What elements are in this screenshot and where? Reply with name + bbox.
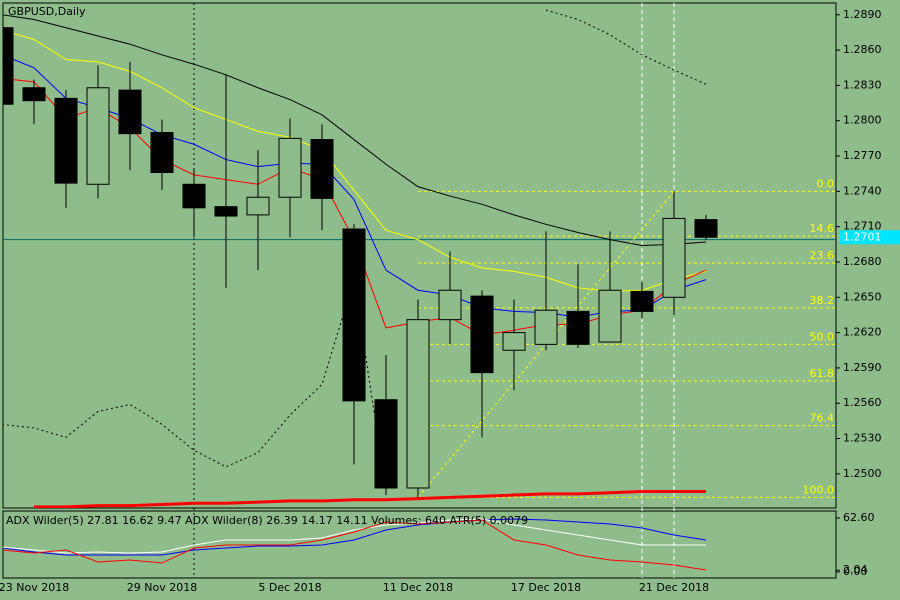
indicator-line (3, 14, 707, 246)
y-tick-label: 1.2860 (843, 43, 882, 56)
x-tick-label: 29 Nov 2018 (127, 581, 197, 594)
candle-body (118, 89, 142, 135)
fib-label: 23.6 (810, 249, 835, 262)
candle-body (182, 183, 206, 209)
y-tick-label: 1.2770 (843, 149, 882, 162)
indicator-line (3, 279, 387, 491)
candle-body (438, 289, 462, 321)
current-price-box (840, 230, 900, 245)
y-tick-label: 1.2620 (843, 326, 882, 339)
candle-body (374, 399, 398, 489)
y-tick-label: 1.2800 (843, 114, 882, 127)
fib-label: 76.4 (810, 412, 835, 425)
candle-body (310, 139, 334, 199)
candle-body (278, 137, 302, 198)
fib-label: 50.0 (810, 330, 835, 343)
candle-body (54, 97, 78, 184)
y-tick-label: 1.2560 (843, 396, 882, 409)
candle-body (150, 131, 174, 174)
candle-body (246, 196, 270, 216)
y-tick-label: 1.2710 (843, 220, 882, 233)
x-tick-label: 11 Dec 2018 (383, 581, 453, 594)
indicator-line (3, 519, 707, 571)
y-tick-label: 2.04 (843, 563, 868, 576)
candle-body (470, 295, 494, 374)
x-tick-label: 21 Dec 2018 (639, 581, 709, 594)
x-tick-label: 5 Dec 2018 (258, 581, 321, 594)
indicator-line (3, 29, 707, 292)
y-tick-label: 1.2830 (843, 78, 882, 91)
candle-body (214, 206, 238, 217)
y-tick-label: 1.2650 (843, 290, 882, 303)
candle-body (630, 290, 654, 312)
candle-body (566, 310, 590, 345)
candle-body (86, 87, 110, 185)
x-tick-label: 17 Dec 2018 (511, 581, 581, 594)
x-tick-label: 23 Nov 2018 (0, 581, 69, 594)
y-tick-label: 62.60 (843, 511, 875, 524)
indicator-pane (2, 510, 837, 579)
y-tick-label: 1.2530 (843, 432, 882, 445)
y-tick-label: 1.2590 (843, 361, 882, 374)
candle-body (502, 332, 526, 351)
candle-body (598, 289, 622, 343)
indicator-line (545, 9, 707, 85)
current-price-label: 1.2701 (843, 230, 882, 243)
candle-body (406, 319, 430, 489)
y-tick-label: 1.2740 (843, 184, 882, 197)
main-pane (2, 2, 837, 509)
y-tick-label: 1.2890 (843, 8, 882, 21)
fib-label: 38.2 (810, 294, 835, 307)
indicator-line (3, 518, 707, 556)
candle-body (534, 309, 558, 345)
fib-label: 0.0 (817, 177, 835, 190)
fib-label: 14.6 (810, 222, 835, 235)
fib-label: 100.0 (803, 483, 835, 496)
indicator-title: ADX Wilder(5) 27.81 16.62 9.47 ADX Wilde… (6, 514, 528, 527)
candle-body (22, 87, 46, 102)
indicator-line (34, 490, 706, 508)
candle-body (694, 219, 718, 238)
candle-body (662, 217, 686, 298)
candle-body (3, 27, 14, 105)
y-tick-label: 0.00 (843, 565, 868, 578)
fib-label: 61.8 (810, 367, 835, 380)
chart-title: GBPUSD,Daily (8, 5, 86, 18)
y-tick-label: 1.2680 (843, 255, 882, 268)
y-tick-label: 1.2500 (843, 467, 882, 480)
indicator-line (3, 518, 706, 554)
candle-body (342, 228, 366, 402)
